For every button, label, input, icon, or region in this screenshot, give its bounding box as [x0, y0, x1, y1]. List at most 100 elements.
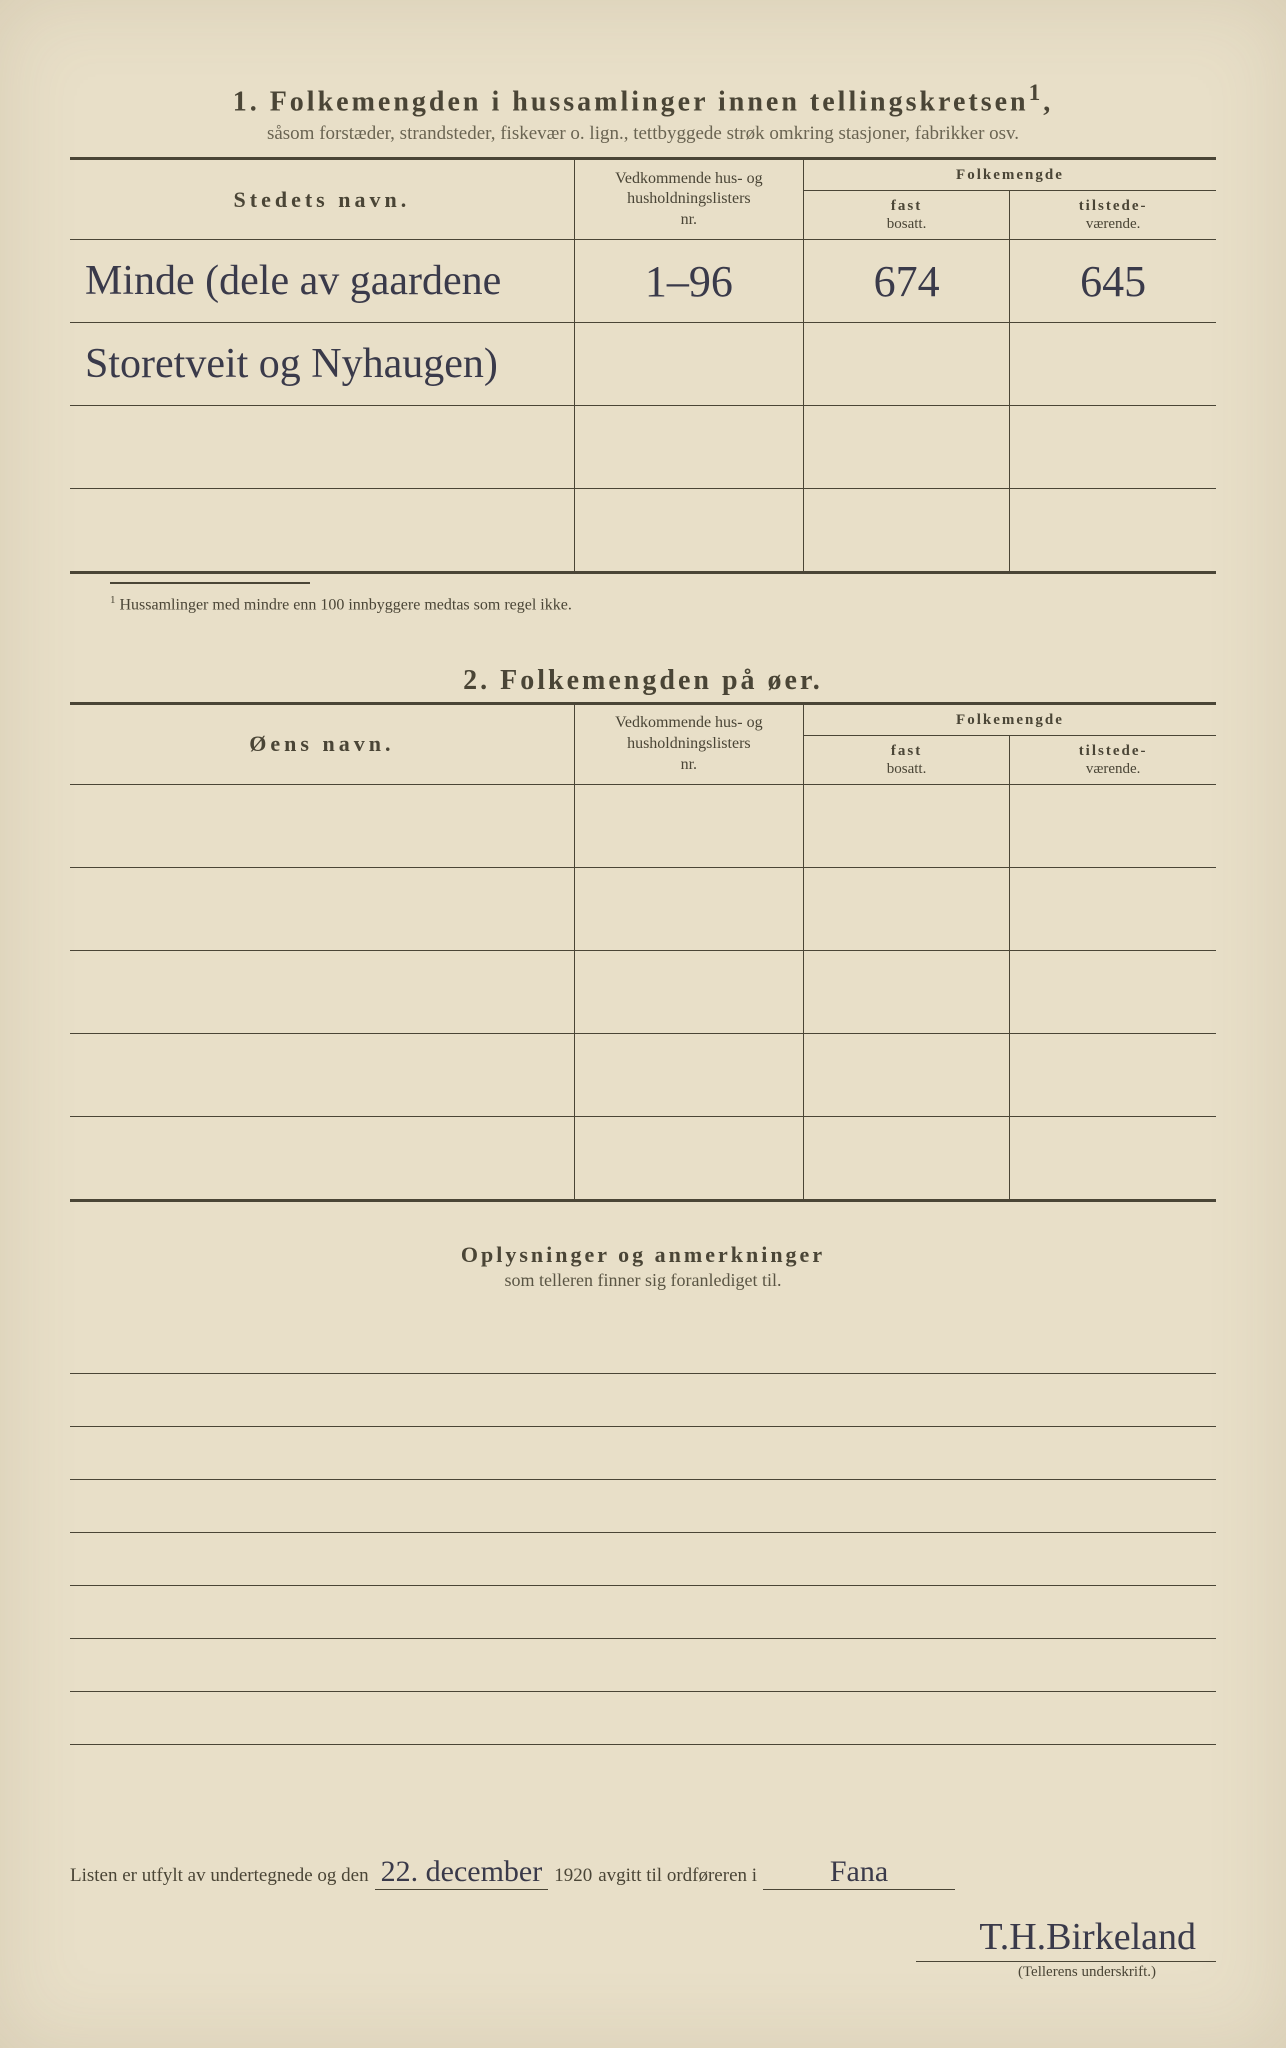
- section3-title: Oplysninger og anmerkninger: [70, 1242, 1216, 1268]
- cell-fast: [803, 1116, 1009, 1200]
- table-row: [70, 1033, 1216, 1116]
- ruled-line: [70, 1374, 1216, 1427]
- th2-nr-l3: nr.: [681, 756, 697, 773]
- cell-til: [1010, 489, 1216, 573]
- table-row: [70, 867, 1216, 950]
- section2-number: 2.: [463, 665, 490, 696]
- notes-lines: [70, 1321, 1216, 1745]
- section1-title-sup: 1: [1029, 80, 1044, 106]
- th-fast-l1: fast: [891, 198, 922, 214]
- signature-right: T.H.Birkeland: [70, 1915, 1216, 1962]
- cell-til: 645: [1010, 240, 1216, 323]
- th-folk-text: Folkemengde: [956, 167, 1064, 183]
- cell-fast: [803, 784, 1009, 867]
- th-nr: Vedkommende hus- og husholdningslisters …: [574, 159, 803, 240]
- cell-nr: [574, 489, 803, 573]
- th-stedets-navn: Stedets navn.: [70, 159, 574, 240]
- section1-title-text: Folkemengden i hussamlinger innen tellin…: [270, 86, 1029, 117]
- ruled-line: [70, 1533, 1216, 1586]
- section2-title: 2. Folkemengden på øer.: [70, 665, 1216, 697]
- cell-til: [1010, 950, 1216, 1033]
- document-page: 1. Folkemengden i hussamlinger innen tel…: [0, 0, 1286, 2048]
- section3-subtitle: som telleren finner sig foranlediget til…: [70, 1270, 1216, 1291]
- ruled-line: [70, 1321, 1216, 1374]
- cell-name: [70, 784, 574, 867]
- cell-name: Storetveit og Nyhaugen): [70, 323, 574, 406]
- ruled-line: [70, 1692, 1216, 1745]
- cell-fast: [803, 323, 1009, 406]
- th-folkemengde: Folkemengde: [803, 159, 1216, 191]
- cell-nr: [574, 406, 803, 489]
- cell-name: [70, 489, 574, 573]
- th2-til-l2: værende.: [1086, 761, 1141, 777]
- section1-subtitle: såsom forstæder, strandsteder, fiskevær …: [70, 123, 1216, 145]
- ruled-line: [70, 1586, 1216, 1639]
- cell-fast: [803, 867, 1009, 950]
- section1-table: Stedets navn. Vedkommende hus- og hushol…: [70, 157, 1216, 574]
- cell-fast: [803, 1033, 1009, 1116]
- th-til-l2: værende.: [1086, 216, 1141, 232]
- cell-name: [70, 1033, 574, 1116]
- cell-nr: [574, 784, 803, 867]
- cell-name: [70, 950, 574, 1033]
- sig-place: Fana: [763, 1855, 955, 1890]
- th2-folk-text: Folkemengde: [956, 712, 1064, 728]
- cell-nr: [574, 867, 803, 950]
- cell-name: [70, 1116, 574, 1200]
- cell-til: [1010, 323, 1216, 406]
- cell-til: [1010, 1033, 1216, 1116]
- table-row: Storetveit og Nyhaugen): [70, 323, 1216, 406]
- th2-til-l1: tilstede-: [1079, 743, 1148, 759]
- footnote-marker: 1: [110, 594, 116, 606]
- cell-name: [70, 867, 574, 950]
- sig-signature: T.H.Birkeland: [916, 1915, 1216, 1962]
- th2-nr-l2: husholdningslisters: [627, 735, 751, 752]
- sig-middle: avgitt til ordføreren i: [598, 1865, 757, 1887]
- table-row: [70, 406, 1216, 489]
- th-fast: fast bosatt.: [803, 191, 1009, 240]
- cell-name: [70, 406, 574, 489]
- cell-til: [1010, 1116, 1216, 1200]
- cell-nr: [574, 1033, 803, 1116]
- table-row: [70, 950, 1216, 1033]
- signature-line: Listen er utfylt av undertegnede og den …: [70, 1855, 1216, 1890]
- cell-fast: [803, 489, 1009, 573]
- th2-til: tilstede- værende.: [1010, 735, 1216, 784]
- cell-name: Minde (dele av gaardene: [70, 240, 574, 323]
- th2-fast-l2: bosatt.: [887, 761, 927, 777]
- th2-nr: Vedkommende hus- og husholdningslisters …: [574, 703, 803, 784]
- signature-area: Listen er utfylt av undertegnede og den …: [70, 1855, 1216, 1981]
- section1-title: 1. Folkemengden i hussamlinger innen tel…: [70, 80, 1216, 118]
- th2-fast: fast bosatt.: [803, 735, 1009, 784]
- cell-nr: [574, 1116, 803, 1200]
- th-nr-l2: husholdningslisters: [627, 190, 751, 207]
- th-oens-navn: Øens navn.: [70, 703, 574, 784]
- ruled-line: [70, 1639, 1216, 1692]
- table-row: [70, 489, 1216, 573]
- th-til-l1: tilstede-: [1079, 198, 1148, 214]
- sig-caption: (Tellerens underskrift.): [70, 1964, 1216, 1981]
- sig-date: 22. december: [375, 1855, 549, 1890]
- th-nr-l1: Vedkommende hus- og: [615, 170, 763, 187]
- cell-nr: [574, 950, 803, 1033]
- section2-title-text: Folkemengden på øer.: [500, 665, 823, 696]
- th2-folkemengde: Folkemengde: [803, 703, 1216, 735]
- section1-footnote: 1 Hussamlinger med mindre enn 100 innbyg…: [110, 594, 1216, 614]
- th-fast-l2: bosatt.: [887, 216, 927, 232]
- sig-prefix: Listen er utfylt av undertegnede og den: [70, 1865, 369, 1887]
- th2-fast-l1: fast: [891, 743, 922, 759]
- cell-nr: [574, 323, 803, 406]
- cell-til: [1010, 867, 1216, 950]
- cell-fast: 674: [803, 240, 1009, 323]
- section2-table: Øens navn. Vedkommende hus- og husholdni…: [70, 702, 1216, 1202]
- table-row: [70, 784, 1216, 867]
- th-nr-l3: nr.: [681, 211, 697, 228]
- table-row: Minde (dele av gaardene 1–96 674 645: [70, 240, 1216, 323]
- th-til: tilstede- værende.: [1010, 191, 1216, 240]
- cell-fast: [803, 950, 1009, 1033]
- th2-nr-l1: Vedkommende hus- og: [615, 714, 763, 731]
- cell-fast: [803, 406, 1009, 489]
- cell-nr: 1–96: [574, 240, 803, 323]
- section1-number: 1.: [233, 86, 260, 117]
- footnote-text: Hussamlinger med mindre enn 100 innbygge…: [120, 597, 572, 614]
